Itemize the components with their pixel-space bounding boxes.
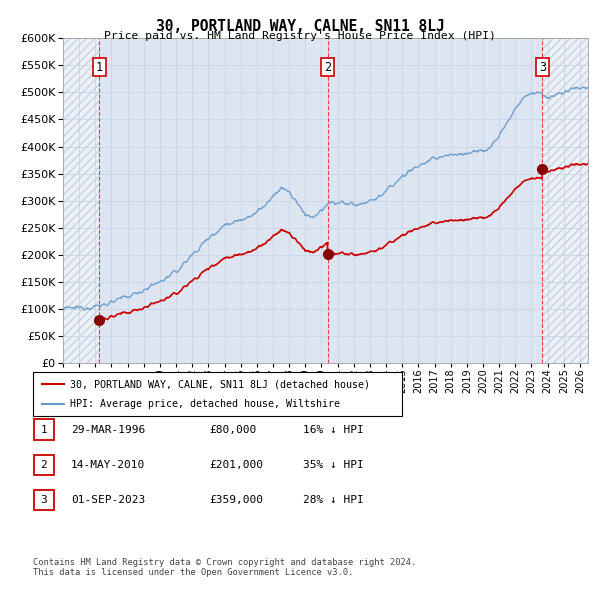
Text: 30, PORTLAND WAY, CALNE, SN11 8LJ: 30, PORTLAND WAY, CALNE, SN11 8LJ <box>155 19 445 34</box>
FancyBboxPatch shape <box>34 490 53 510</box>
Text: 3: 3 <box>40 496 47 505</box>
FancyBboxPatch shape <box>33 372 402 416</box>
FancyBboxPatch shape <box>34 419 53 440</box>
Bar <box>63 38 100 363</box>
Bar <box>63 38 100 363</box>
Text: £80,000: £80,000 <box>209 425 256 434</box>
Text: HPI: Average price, detached house, Wiltshire: HPI: Average price, detached house, Wilt… <box>70 399 340 408</box>
Text: £201,000: £201,000 <box>209 460 263 470</box>
Text: 29-MAR-1996: 29-MAR-1996 <box>71 425 145 434</box>
Bar <box>542 38 588 363</box>
Text: Contains HM Land Registry data © Crown copyright and database right 2024.
This d: Contains HM Land Registry data © Crown c… <box>33 558 416 577</box>
Text: 01-SEP-2023: 01-SEP-2023 <box>71 496 145 505</box>
Text: 35% ↓ HPI: 35% ↓ HPI <box>303 460 364 470</box>
Bar <box>542 38 588 363</box>
Text: 1: 1 <box>96 61 103 74</box>
Text: £359,000: £359,000 <box>209 496 263 505</box>
Text: 28% ↓ HPI: 28% ↓ HPI <box>303 496 364 505</box>
Text: 14-MAY-2010: 14-MAY-2010 <box>71 460 145 470</box>
Text: 2: 2 <box>40 460 47 470</box>
Text: 30, PORTLAND WAY, CALNE, SN11 8LJ (detached house): 30, PORTLAND WAY, CALNE, SN11 8LJ (detac… <box>70 379 370 389</box>
Text: 1: 1 <box>40 425 47 434</box>
FancyBboxPatch shape <box>34 455 53 475</box>
Text: 2: 2 <box>324 61 331 74</box>
Text: 3: 3 <box>539 61 546 74</box>
Text: Price paid vs. HM Land Registry's House Price Index (HPI): Price paid vs. HM Land Registry's House … <box>104 31 496 41</box>
Text: 16% ↓ HPI: 16% ↓ HPI <box>303 425 364 434</box>
